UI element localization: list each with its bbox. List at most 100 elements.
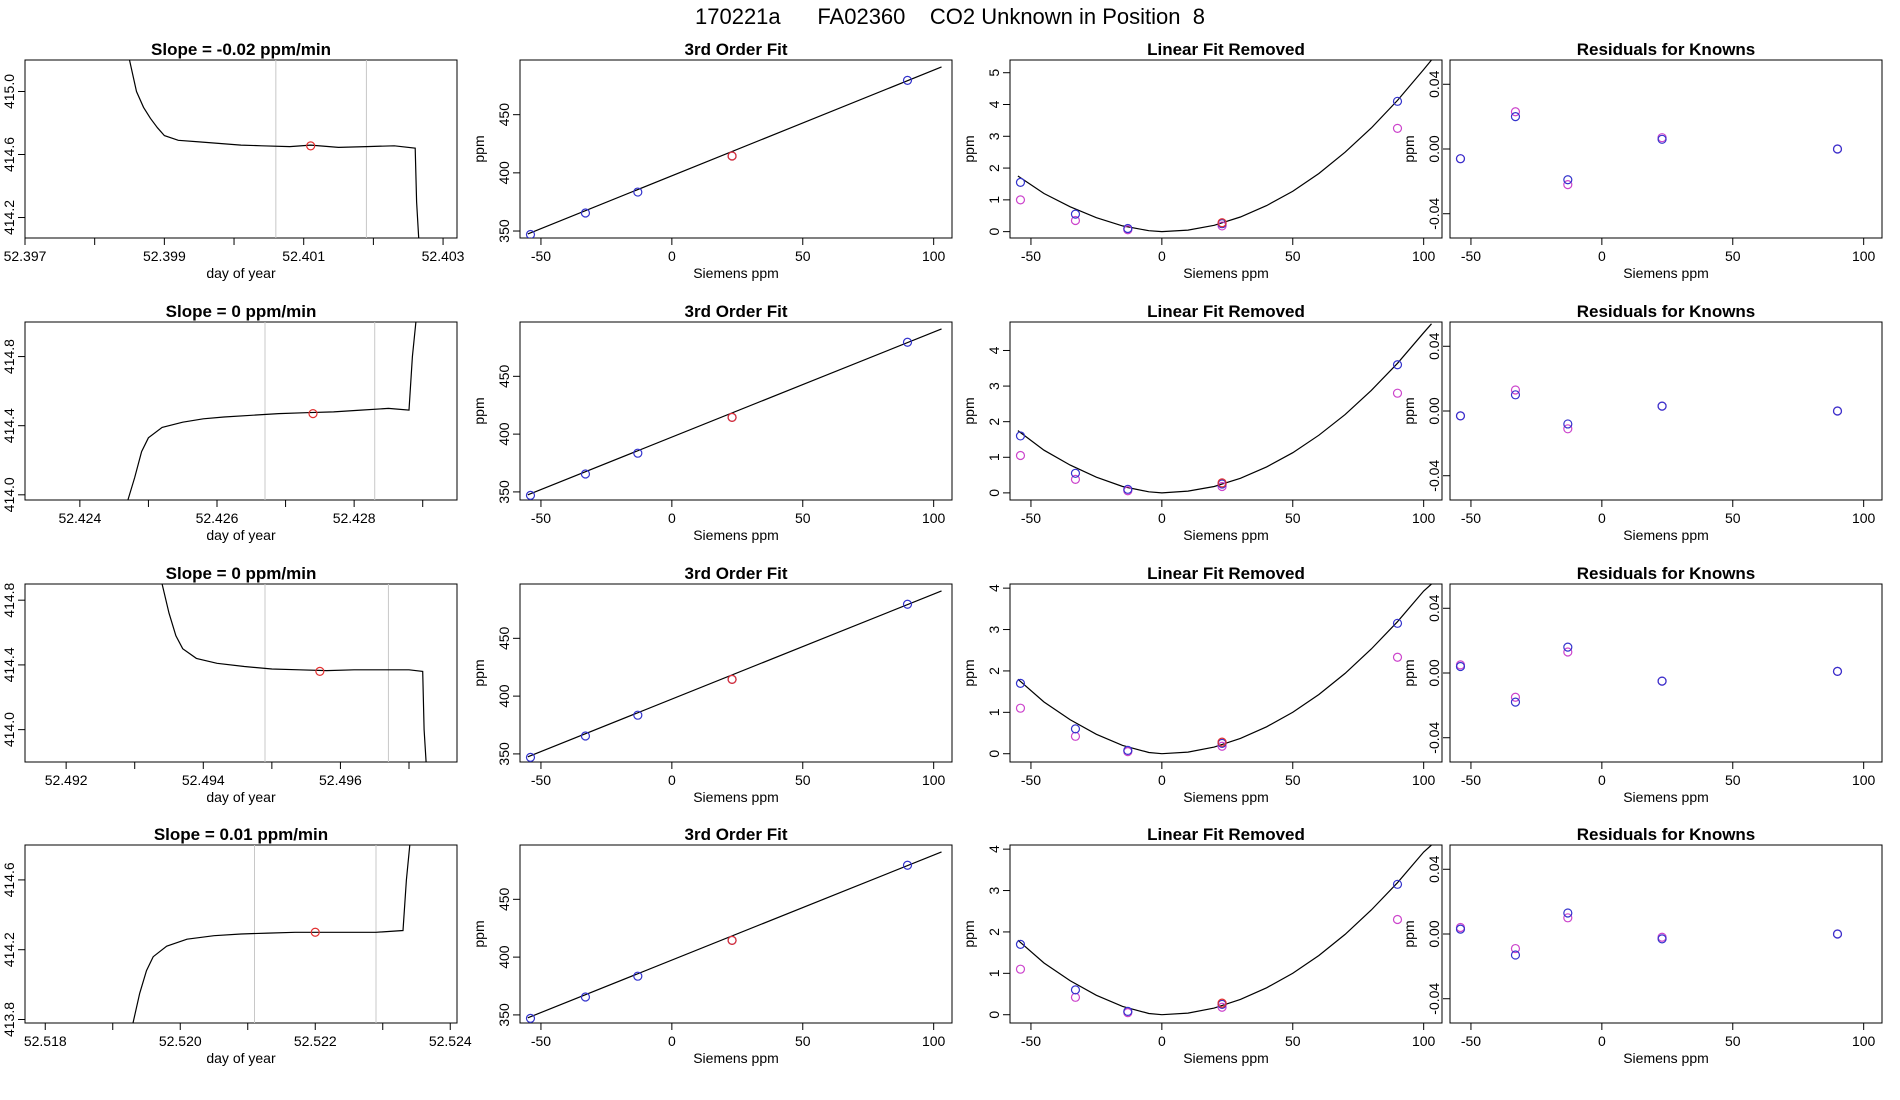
red-point bbox=[1217, 478, 1227, 488]
blue-point bbox=[1657, 134, 1667, 144]
fit-line bbox=[527, 590, 942, 758]
magenta-point bbox=[1563, 180, 1573, 190]
y-tick-label: 0 bbox=[986, 489, 1002, 497]
x-axis-label: Siemens ppm bbox=[1623, 789, 1709, 805]
x-tick-label: 100 bbox=[1852, 1033, 1876, 1049]
y-tick-label: 5 bbox=[986, 69, 1002, 77]
x-tick-label: -50 bbox=[531, 248, 551, 264]
x-tick-label: 50 bbox=[795, 248, 811, 264]
blue-point bbox=[1123, 1006, 1133, 1017]
mean-marker-point bbox=[315, 666, 325, 676]
x-tick-label: 52.518 bbox=[24, 1033, 67, 1049]
x-tick-label: 0 bbox=[1598, 772, 1606, 788]
chart-panel-16: Residuals for Knowns -50 0 50 100 -0.04 0.00 0.… bbox=[1401, 825, 1883, 1066]
x-tick-label: -50 bbox=[1461, 248, 1481, 264]
plot-area bbox=[1455, 385, 1843, 434]
red-point bbox=[727, 935, 737, 945]
plot-area bbox=[1015, 584, 1432, 757]
magenta-point bbox=[1510, 107, 1521, 117]
x-axis-label: Siemens ppm bbox=[693, 527, 779, 543]
chart-title: Linear Fit Removed bbox=[1147, 302, 1305, 321]
magenta-point bbox=[1217, 1002, 1227, 1012]
chart-panel-13: Residuals for Knowns -50 0 50 100 -0.04 0.00 0.… bbox=[1401, 40, 1883, 281]
fit-curve bbox=[1017, 584, 1432, 755]
plot-frame bbox=[1449, 844, 1883, 1024]
x-tick-label: 0 bbox=[1158, 510, 1166, 526]
plot-frame bbox=[1009, 59, 1443, 239]
x-axis-label: Siemens ppm bbox=[1623, 1050, 1709, 1066]
plot-area bbox=[525, 66, 942, 238]
y-axis-label: ppm bbox=[471, 135, 487, 162]
y-tick-label: 415.0 bbox=[1, 74, 17, 109]
blue-point bbox=[1563, 642, 1573, 652]
chart-panel-6: 3rd Order Fit -50 0 50 100 350 400 450 Siemens p… bbox=[471, 302, 953, 543]
chart-title: Linear Fit Removed bbox=[1147, 564, 1305, 583]
plot-frame bbox=[24, 583, 458, 763]
plot-area bbox=[525, 590, 942, 762]
y-tick-label: 2 bbox=[986, 928, 1002, 936]
magenta-point bbox=[1015, 964, 1026, 974]
blue-point bbox=[1455, 411, 1466, 421]
x-tick-label: -50 bbox=[531, 1033, 551, 1049]
y-tick-label: 350 bbox=[496, 1003, 512, 1027]
x-tick-label: -50 bbox=[1461, 510, 1481, 526]
y-tick-label: 0 bbox=[986, 750, 1002, 758]
blue-point bbox=[1123, 745, 1133, 756]
red-point bbox=[1217, 218, 1227, 228]
x-tick-label: 0 bbox=[1158, 248, 1166, 264]
x-tick-label: -50 bbox=[1021, 1033, 1041, 1049]
x-tick-label: 0 bbox=[1158, 772, 1166, 788]
x-tick-label: -50 bbox=[531, 772, 551, 788]
y-tick-label: 4 bbox=[986, 845, 1002, 853]
y-tick-label: 414.0 bbox=[1, 712, 17, 747]
x-tick-label: -50 bbox=[1021, 772, 1041, 788]
y-tick-label: 0.04 bbox=[1426, 594, 1442, 621]
x-tick-label: 50 bbox=[1285, 510, 1301, 526]
magenta-point bbox=[1392, 652, 1403, 662]
chart-title: Linear Fit Removed bbox=[1147, 825, 1305, 844]
mean-marker-point bbox=[306, 141, 316, 151]
blue-point bbox=[1455, 924, 1466, 934]
mean-marker-point bbox=[308, 408, 318, 419]
blue-point bbox=[1455, 661, 1466, 672]
y-tick-label: -0.04 bbox=[1426, 983, 1442, 1015]
y-tick-label: 450 bbox=[496, 103, 512, 127]
plot-area bbox=[1455, 642, 1843, 707]
blue-point bbox=[633, 971, 643, 981]
blue-point bbox=[1510, 390, 1521, 400]
plot-area bbox=[127, 322, 417, 500]
chart-panel-7: 3rd Order Fit -50 0 50 100 350 400 450 Siemens p… bbox=[471, 564, 953, 805]
plot-area bbox=[525, 328, 942, 500]
x-tick-label: 50 bbox=[1285, 772, 1301, 788]
plot-frame bbox=[1449, 59, 1883, 239]
plot-frame bbox=[24, 321, 458, 501]
blue-point bbox=[1392, 618, 1403, 628]
plot-area bbox=[128, 60, 420, 238]
blue-point bbox=[1070, 468, 1081, 478]
x-tick-label: -50 bbox=[531, 510, 551, 526]
magenta-point bbox=[1070, 731, 1081, 741]
plot-frame bbox=[1449, 321, 1883, 501]
x-tick-label: 50 bbox=[795, 772, 811, 788]
blue-point bbox=[1455, 154, 1466, 164]
blue-point bbox=[1015, 177, 1026, 187]
y-tick-label: 0.00 bbox=[1426, 397, 1442, 424]
blue-point bbox=[1832, 144, 1843, 154]
blue-point bbox=[1123, 223, 1133, 234]
y-tick-label: 0 bbox=[986, 228, 1002, 236]
magenta-point bbox=[1217, 481, 1227, 492]
plot-area bbox=[1015, 60, 1432, 235]
x-tick-label: 50 bbox=[1285, 248, 1301, 264]
x-tick-label: 50 bbox=[795, 510, 811, 526]
chart-title: Slope = -0.02 ppm/min bbox=[151, 40, 331, 59]
fit-curve bbox=[1017, 845, 1432, 1016]
x-axis-label: Siemens ppm bbox=[1183, 789, 1269, 805]
x-tick-label: 100 bbox=[1412, 510, 1436, 526]
magenta-point bbox=[1563, 647, 1573, 657]
y-tick-label: 0.00 bbox=[1426, 920, 1442, 947]
blue-point bbox=[1015, 678, 1026, 688]
red-point bbox=[727, 412, 737, 422]
x-axis-label: Siemens ppm bbox=[1623, 265, 1709, 281]
y-tick-label: 414.0 bbox=[1, 477, 17, 512]
plot-area bbox=[1015, 845, 1432, 1018]
